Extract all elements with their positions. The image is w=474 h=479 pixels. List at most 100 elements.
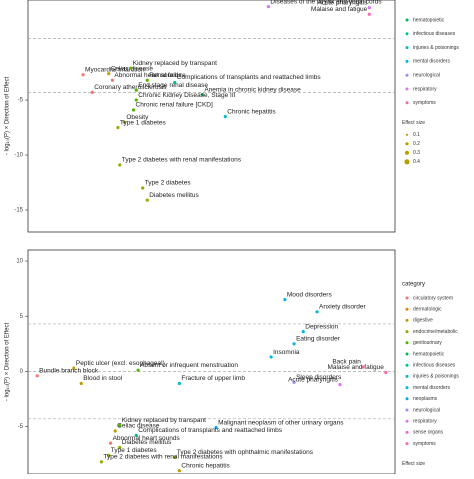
y-tick-label: -10 — [14, 153, 23, 159]
size-label: 0.1 — [413, 132, 420, 138]
legend-swatch — [405, 430, 409, 434]
legend-label: symptoms — [413, 100, 436, 106]
size-swatch — [405, 142, 409, 146]
size-legend-title: Effect size — [402, 120, 425, 126]
point — [134, 433, 138, 437]
legend-label: genitourinary — [413, 340, 442, 346]
point-label: Blood in stool — [83, 375, 123, 382]
point — [141, 186, 145, 190]
y-tick-label: -5 — [18, 424, 24, 430]
point-label: Malaise and fatigue — [327, 364, 384, 371]
point — [90, 90, 94, 94]
point — [361, 365, 365, 369]
point-label: Kidney replaced by transpant — [122, 417, 206, 424]
size-label: 0.4 — [413, 159, 420, 165]
point-label: Bundle branch block — [39, 368, 99, 375]
y-tick-label: 5 — [20, 314, 24, 320]
point — [223, 114, 227, 119]
point-label: Type 2 diabetes with renal manifestation… — [103, 454, 223, 461]
point — [266, 4, 270, 9]
point — [136, 368, 140, 372]
point-label: Diseases of the larynx and vocal cords — [270, 0, 382, 5]
point-label: Diabetes mellitus — [122, 439, 172, 446]
point-label: Chronic renal failure [CKD] — [136, 102, 214, 109]
point-label: End stage renal disease — [138, 82, 208, 89]
point-label: Chronic Kidney Disease, Stage III — [138, 92, 235, 99]
point-label: Type 2 diabetes — [145, 180, 192, 187]
legend-swatch — [405, 363, 409, 367]
point-label: Abnormal heart sounds — [113, 435, 181, 442]
point-label: Absent or infrequent menstruation — [140, 362, 238, 369]
legend-swatch — [405, 73, 409, 77]
point-label: Sleep disorders — [296, 374, 342, 381]
point — [292, 380, 296, 385]
point-label: Complications of transplants and reattac… — [177, 74, 322, 81]
point-label: Abnormal heart sounds — [114, 72, 182, 79]
point-label: Malignant neoplasm of other urinary orga… — [218, 419, 344, 426]
plot-frame — [27, 0, 396, 233]
legend-swatch — [405, 397, 409, 401]
legend-label: neurological — [413, 73, 440, 79]
point — [173, 455, 177, 460]
point-label: Celiac disease — [117, 423, 160, 430]
point-label: Back pain — [332, 359, 361, 366]
legend-swatch — [405, 318, 409, 322]
point — [384, 370, 388, 375]
point — [118, 163, 122, 167]
legend-label: circulatory system — [413, 295, 453, 301]
point-label: Type 1 diabetes — [120, 119, 167, 126]
point-label: Eating disorder — [296, 336, 341, 343]
point-label: Anemia in chronic kidney disease — [204, 86, 301, 93]
point-label: Acute pharyngitis — [288, 376, 339, 383]
point-label: Mood disorders — [287, 291, 333, 298]
point — [118, 423, 122, 428]
legend-label: symptoms — [413, 441, 436, 447]
legend-label: sense organs — [413, 430, 444, 436]
point — [110, 78, 115, 82]
point — [99, 460, 103, 464]
legend-swatch — [405, 442, 409, 446]
point — [81, 73, 85, 77]
legend-label: dermatologic — [413, 307, 442, 313]
point — [134, 98, 138, 102]
legend-label: endocrine/metabolic — [413, 329, 458, 335]
legend-swatch — [405, 18, 409, 22]
y-tick-label: 0 — [20, 369, 24, 375]
point-label: Fracture of upper limb — [181, 375, 245, 382]
point — [118, 445, 122, 450]
size-swatch — [404, 159, 410, 165]
point — [107, 72, 111, 76]
point — [122, 120, 126, 124]
legend-swatch — [405, 101, 409, 105]
legend-swatch — [405, 408, 409, 412]
legend-label: injuries & poisonings — [413, 45, 459, 51]
legend-swatch — [405, 296, 409, 300]
point — [283, 298, 287, 302]
point — [145, 198, 149, 202]
legend-label: hematopoietic — [413, 17, 445, 23]
point-label: Chronic hepatitis — [227, 108, 276, 115]
y-axis-label: - log₁₀(P) × Direction of Effect — [5, 77, 11, 156]
point — [72, 366, 76, 370]
point-label: Insomnia — [273, 349, 300, 356]
legend-label: injuries & poisonings — [413, 374, 459, 380]
point-label: Diabetes mellitus — [149, 192, 199, 199]
size-swatch — [404, 150, 410, 155]
legend-label: mental disorders — [413, 385, 450, 391]
legend-label: mental disorders — [413, 59, 450, 65]
point — [367, 12, 371, 16]
point-label: Obesity — [126, 114, 149, 121]
point-label: Malaise and fatigue — [311, 6, 368, 13]
point — [145, 78, 149, 82]
legend-swatch — [405, 46, 409, 50]
point — [173, 80, 177, 85]
size-label: 0.3 — [413, 150, 420, 156]
legend-label: hematopoietic — [413, 351, 445, 357]
point-label: Coronary atherosclerosis — [94, 84, 167, 91]
point — [107, 453, 111, 457]
point — [108, 441, 113, 445]
legend-label: infectious diseases — [413, 363, 456, 369]
legend-label: neoplasms — [413, 396, 438, 402]
point — [35, 374, 39, 378]
